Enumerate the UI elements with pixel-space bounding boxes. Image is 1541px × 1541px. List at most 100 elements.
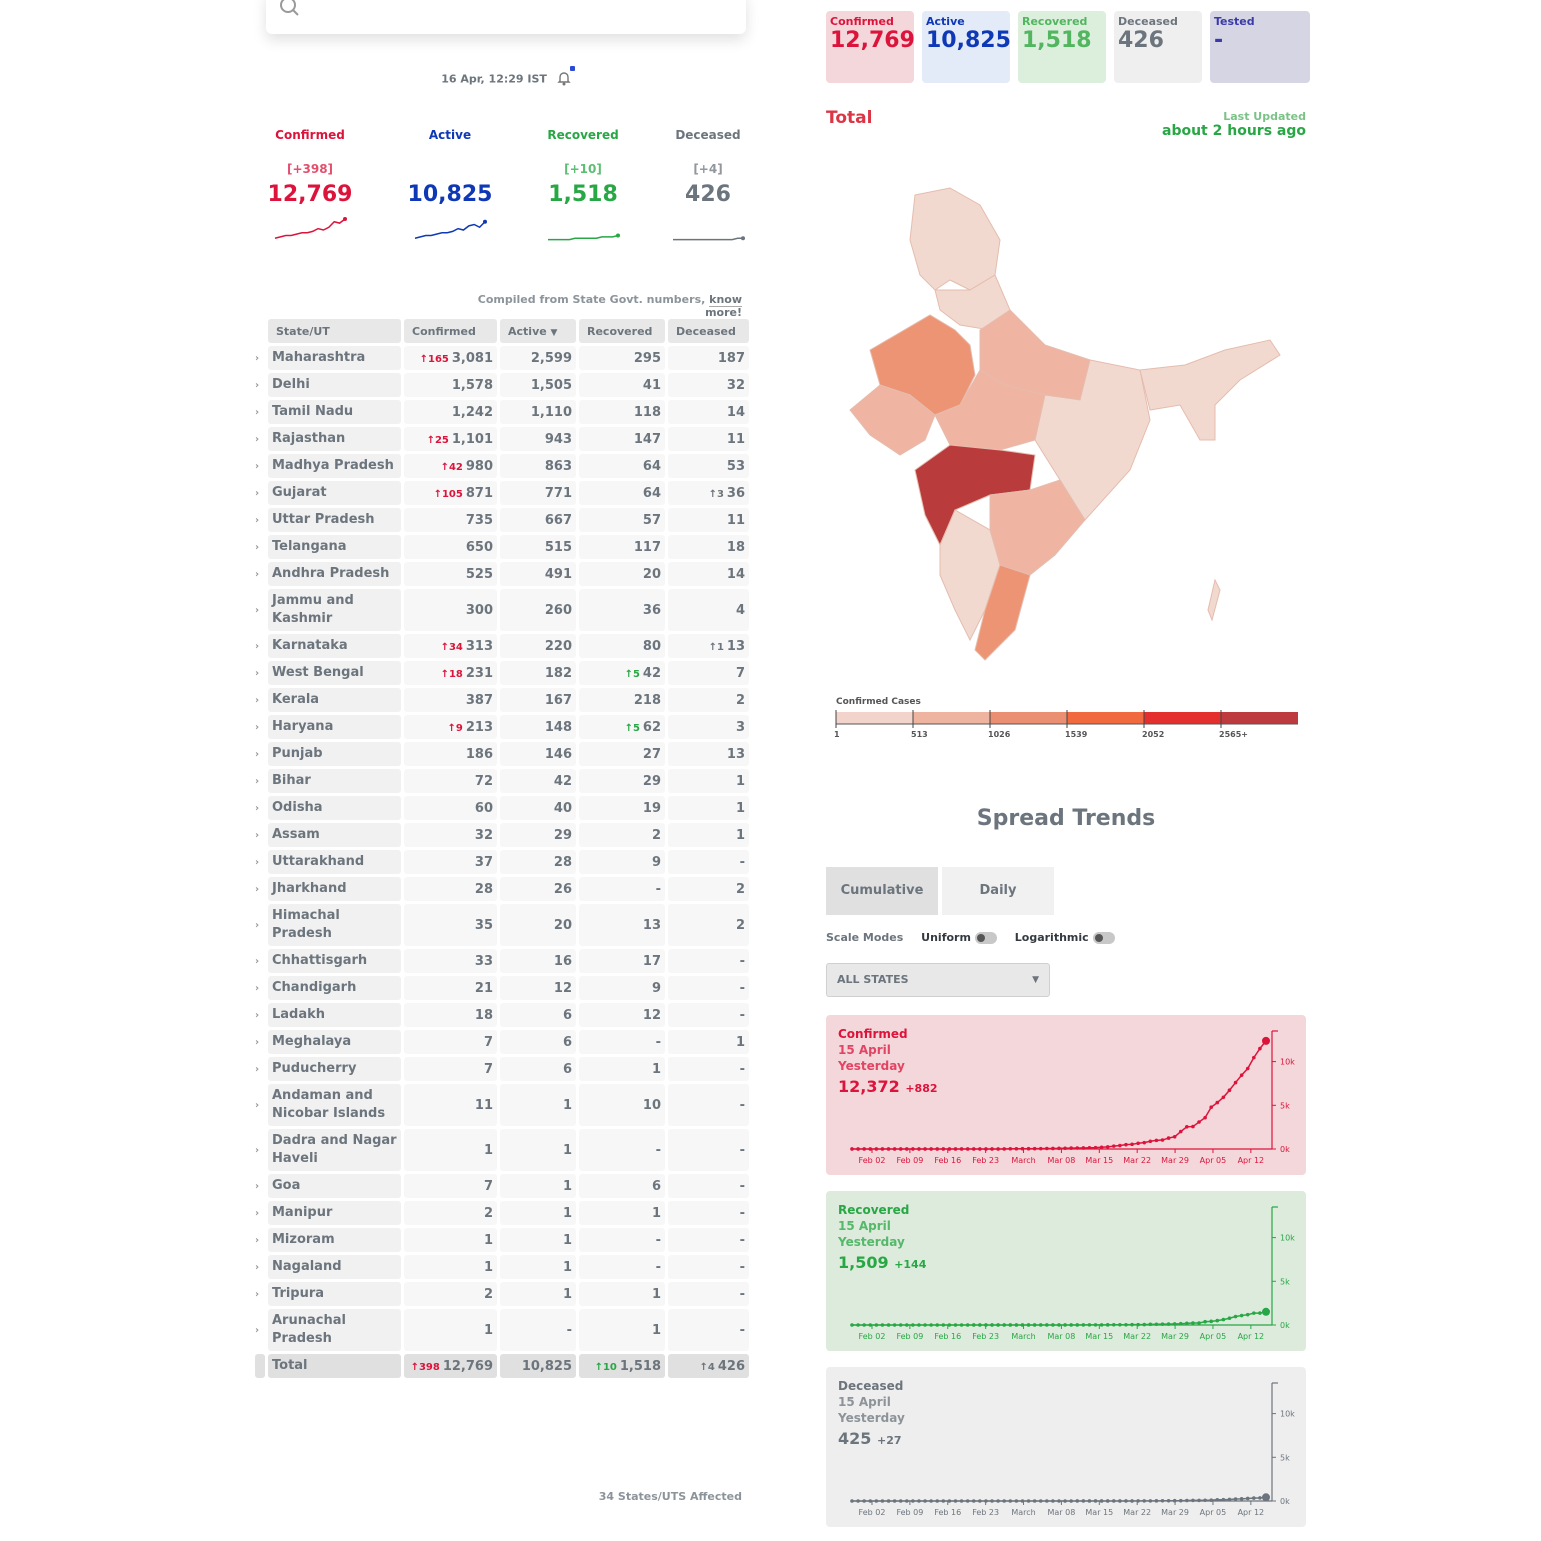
expand-chevron-icon[interactable]: › [255, 568, 260, 580]
header-active[interactable]: Active ▼ [500, 319, 576, 343]
expand-chevron-icon[interactable]: › [255, 514, 260, 526]
table-row[interactable]: › Assam 32 29 2 1 [255, 823, 749, 847]
expand-chevron-icon[interactable]: › [255, 829, 260, 841]
table-row[interactable]: › Haryana ↑9 213 148 ↑5 62 3 [255, 715, 749, 739]
table-row[interactable]: › Odisha 60 40 19 1 [255, 796, 749, 820]
table-row[interactable]: › Jammu and Kashmir 300 260 36 4 [255, 589, 749, 631]
table-total-row[interactable]: Total ↑398 12,769 10,825 ↑10 1,518 ↑4 426 [255, 1354, 749, 1378]
table-row[interactable]: › Goa 7 1 6 - [255, 1174, 749, 1198]
expand-chevron-icon[interactable]: › [255, 1099, 260, 1111]
table-row[interactable]: › Andhra Pradesh 525 491 20 14 [255, 562, 749, 586]
expand-chevron-icon[interactable]: › [255, 541, 260, 553]
logarithmic-toggle[interactable] [1092, 932, 1115, 944]
header-confirmed[interactable]: Confirmed [404, 319, 497, 343]
expand-chevron-icon[interactable]: › [255, 1036, 260, 1048]
expand-chevron-icon[interactable]: › [255, 352, 260, 364]
map-east-states[interactable] [1034, 359, 1151, 521]
expand-chevron-icon[interactable]: › [255, 1144, 260, 1156]
table-row[interactable]: › Dadra and Nagar Haveli 1 1 - - [255, 1129, 749, 1171]
expand-chevron-icon[interactable]: › [255, 748, 260, 760]
top-box-tested[interactable]: Tested - [1210, 11, 1310, 83]
table-row[interactable]: › Rajasthan ↑25 1,101 943 147 11 [255, 427, 749, 451]
table-row[interactable]: › Arunachal Pradesh 1 - 1 - [255, 1309, 749, 1351]
uniform-toggle[interactable] [974, 932, 997, 944]
table-row[interactable]: › Chhattisgarh 33 16 17 - [255, 949, 749, 973]
india-map[interactable] [840, 180, 1300, 680]
table-row[interactable]: › Tripura 2 1 1 - [255, 1282, 749, 1306]
expand-chevron-icon[interactable]: › [255, 775, 260, 787]
cell-r: - [579, 877, 665, 901]
table-row[interactable]: › Punjab 186 146 27 13 [255, 742, 749, 766]
top-box-confirmed[interactable]: Confirmed 12,769 [826, 11, 915, 83]
table-row[interactable]: › Andaman and Nicobar Islands 11 1 10- [255, 1084, 749, 1126]
map-islands[interactable] [1207, 578, 1221, 622]
expand-chevron-icon[interactable]: › [255, 460, 260, 472]
expand-chevron-icon[interactable]: › [255, 433, 260, 445]
table-row[interactable]: › Ladakh 18 6 12 - [255, 1003, 749, 1027]
expand-chevron-icon[interactable]: › [255, 667, 260, 679]
map-tamil-nadu[interactable] [974, 564, 1031, 661]
trend-point [1124, 1322, 1128, 1327]
table-row[interactable]: › Mizoram 1 1 - - [255, 1228, 749, 1252]
expand-chevron-icon[interactable]: › [255, 802, 260, 814]
expand-chevron-icon[interactable]: › [255, 1207, 260, 1219]
expand-chevron-icon[interactable]: › [255, 1288, 260, 1300]
trend-card-recovered[interactable]: Recovered 15 April Yesterday 1,509 +144 10k 5… [826, 1191, 1306, 1351]
map-gujarat[interactable] [849, 384, 936, 456]
table-row[interactable]: › Karnataka ↑34 313 220 80 ↑1 13 [255, 634, 749, 658]
bell-icon[interactable] [557, 66, 575, 89]
header-state[interactable]: State/UT [268, 319, 401, 343]
state-select[interactable]: ALL STATES ▼ [826, 963, 1050, 997]
expand-chevron-icon[interactable]: › [255, 379, 260, 391]
expand-chevron-icon[interactable]: › [255, 640, 260, 652]
table-row[interactable]: › Madhya Pradesh ↑42 980 863 64 53 [255, 454, 749, 478]
expand-chevron-icon[interactable]: › [255, 955, 260, 967]
top-box-recovered[interactable]: Recovered 1,518 [1018, 11, 1106, 83]
expand-chevron-icon[interactable]: › [255, 406, 260, 418]
expand-chevron-icon[interactable]: › [255, 604, 260, 616]
table-row[interactable]: › Meghalaya 7 6 - 1 [255, 1030, 749, 1054]
table-row[interactable]: › Gujarat ↑105 871 771 64 ↑3 36 [255, 481, 749, 505]
expand-chevron-icon[interactable]: › [255, 883, 260, 895]
table-row[interactable]: › Delhi 1,578 1,505 41 32 [255, 373, 749, 397]
table-row[interactable]: › Tamil Nadu 1,242 1,110 118 14 [255, 400, 749, 424]
expand-chevron-icon[interactable]: › [255, 1063, 260, 1075]
top-box-active[interactable]: Active 10,825 [922, 11, 1011, 83]
table-row[interactable]: › West Bengal ↑18 231 182 ↑5 42 7 [255, 661, 749, 685]
expand-chevron-icon[interactable]: › [255, 1261, 260, 1273]
trend-card-confirmed[interactable]: Confirmed 15 April Yesterday 12,372 +882 10k… [826, 1015, 1306, 1175]
header-deceased[interactable]: Deceased [668, 319, 749, 343]
expand-chevron-icon[interactable]: › [255, 1180, 260, 1192]
table-row[interactable]: › Puducherry 7 6 1 - [255, 1057, 749, 1081]
expand-chevron-icon[interactable]: › [255, 982, 260, 994]
table-row[interactable]: › Kerala 387 167 218 2 [255, 688, 749, 712]
table-row[interactable]: › Jharkhand 28 26 - 2 [255, 877, 749, 901]
know-more-link[interactable]: know more! [705, 293, 742, 320]
expand-chevron-icon[interactable]: › [255, 721, 260, 733]
table-row[interactable]: › Uttar Pradesh 735 667 57 11 [255, 508, 749, 532]
table-row[interactable]: › Nagaland 1 1 - - [255, 1255, 749, 1279]
tab-daily[interactable]: Daily [942, 867, 1054, 915]
expand-chevron-icon[interactable]: › [255, 694, 260, 706]
map-jammu-kashmir[interactable] [909, 187, 1001, 291]
table-row[interactable]: › Chandigarh 21 12 9 - [255, 976, 749, 1000]
table-row[interactable]: › Telangana 650 515 117 18 [255, 535, 749, 559]
tab-cumulative[interactable]: Cumulative [826, 867, 938, 915]
expand-chevron-icon[interactable]: › [255, 1234, 260, 1246]
expand-chevron-icon[interactable]: › [255, 1009, 260, 1021]
expand-chevron-icon[interactable]: › [255, 487, 260, 499]
expand-chevron-icon[interactable]: › [255, 856, 260, 868]
expand-chevron-icon[interactable]: › [255, 919, 260, 931]
header-recovered[interactable]: Recovered [579, 319, 665, 343]
table-row[interactable]: › Manipur 2 1 1 - [255, 1201, 749, 1225]
table-row[interactable]: › Himachal Pradesh 35 20 13 2 [255, 904, 749, 946]
table-row[interactable]: › Bihar 72 42 29 1 [255, 769, 749, 793]
table-row[interactable]: › Uttarakhand 37 28 9 - [255, 850, 749, 874]
search-box[interactable] [266, 0, 746, 34]
expand-chevron-icon[interactable]: › [255, 1324, 260, 1336]
map-north-east[interactable] [1139, 339, 1281, 441]
trend-card-deceased[interactable]: Deceased 15 April Yesterday 425 +27 10k 5k 0k F… [826, 1367, 1306, 1527]
table-row[interactable]: › Maharashtra ↑165 3,081 2,599 295 187 [255, 346, 749, 370]
cell-value: 650 [465, 539, 493, 555]
top-box-deceased[interactable]: Deceased 426 [1114, 11, 1202, 83]
